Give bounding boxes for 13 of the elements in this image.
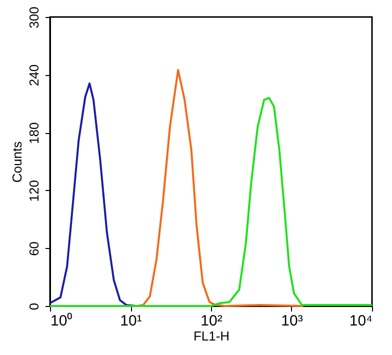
x-tick-label: 10⁰ — [50, 312, 72, 330]
y-tick-label: 240 — [26, 64, 42, 86]
y-tick-label: 60 — [26, 241, 42, 256]
x-tick-label: 10³ — [281, 312, 303, 330]
y-tick-label: 180 — [26, 122, 42, 144]
x-tick-label: 10² — [200, 312, 222, 330]
y-axis-title: Counts — [10, 140, 24, 183]
x-axis-title: FL1-H — [193, 328, 230, 344]
x-tick-label: 10¹ — [120, 312, 142, 330]
y-tick-label: 300 — [26, 6, 42, 28]
y-tick-label: 0 — [26, 302, 42, 310]
x-tick-label: 10⁴ — [349, 312, 372, 330]
y-tick-label: 120 — [26, 180, 42, 202]
